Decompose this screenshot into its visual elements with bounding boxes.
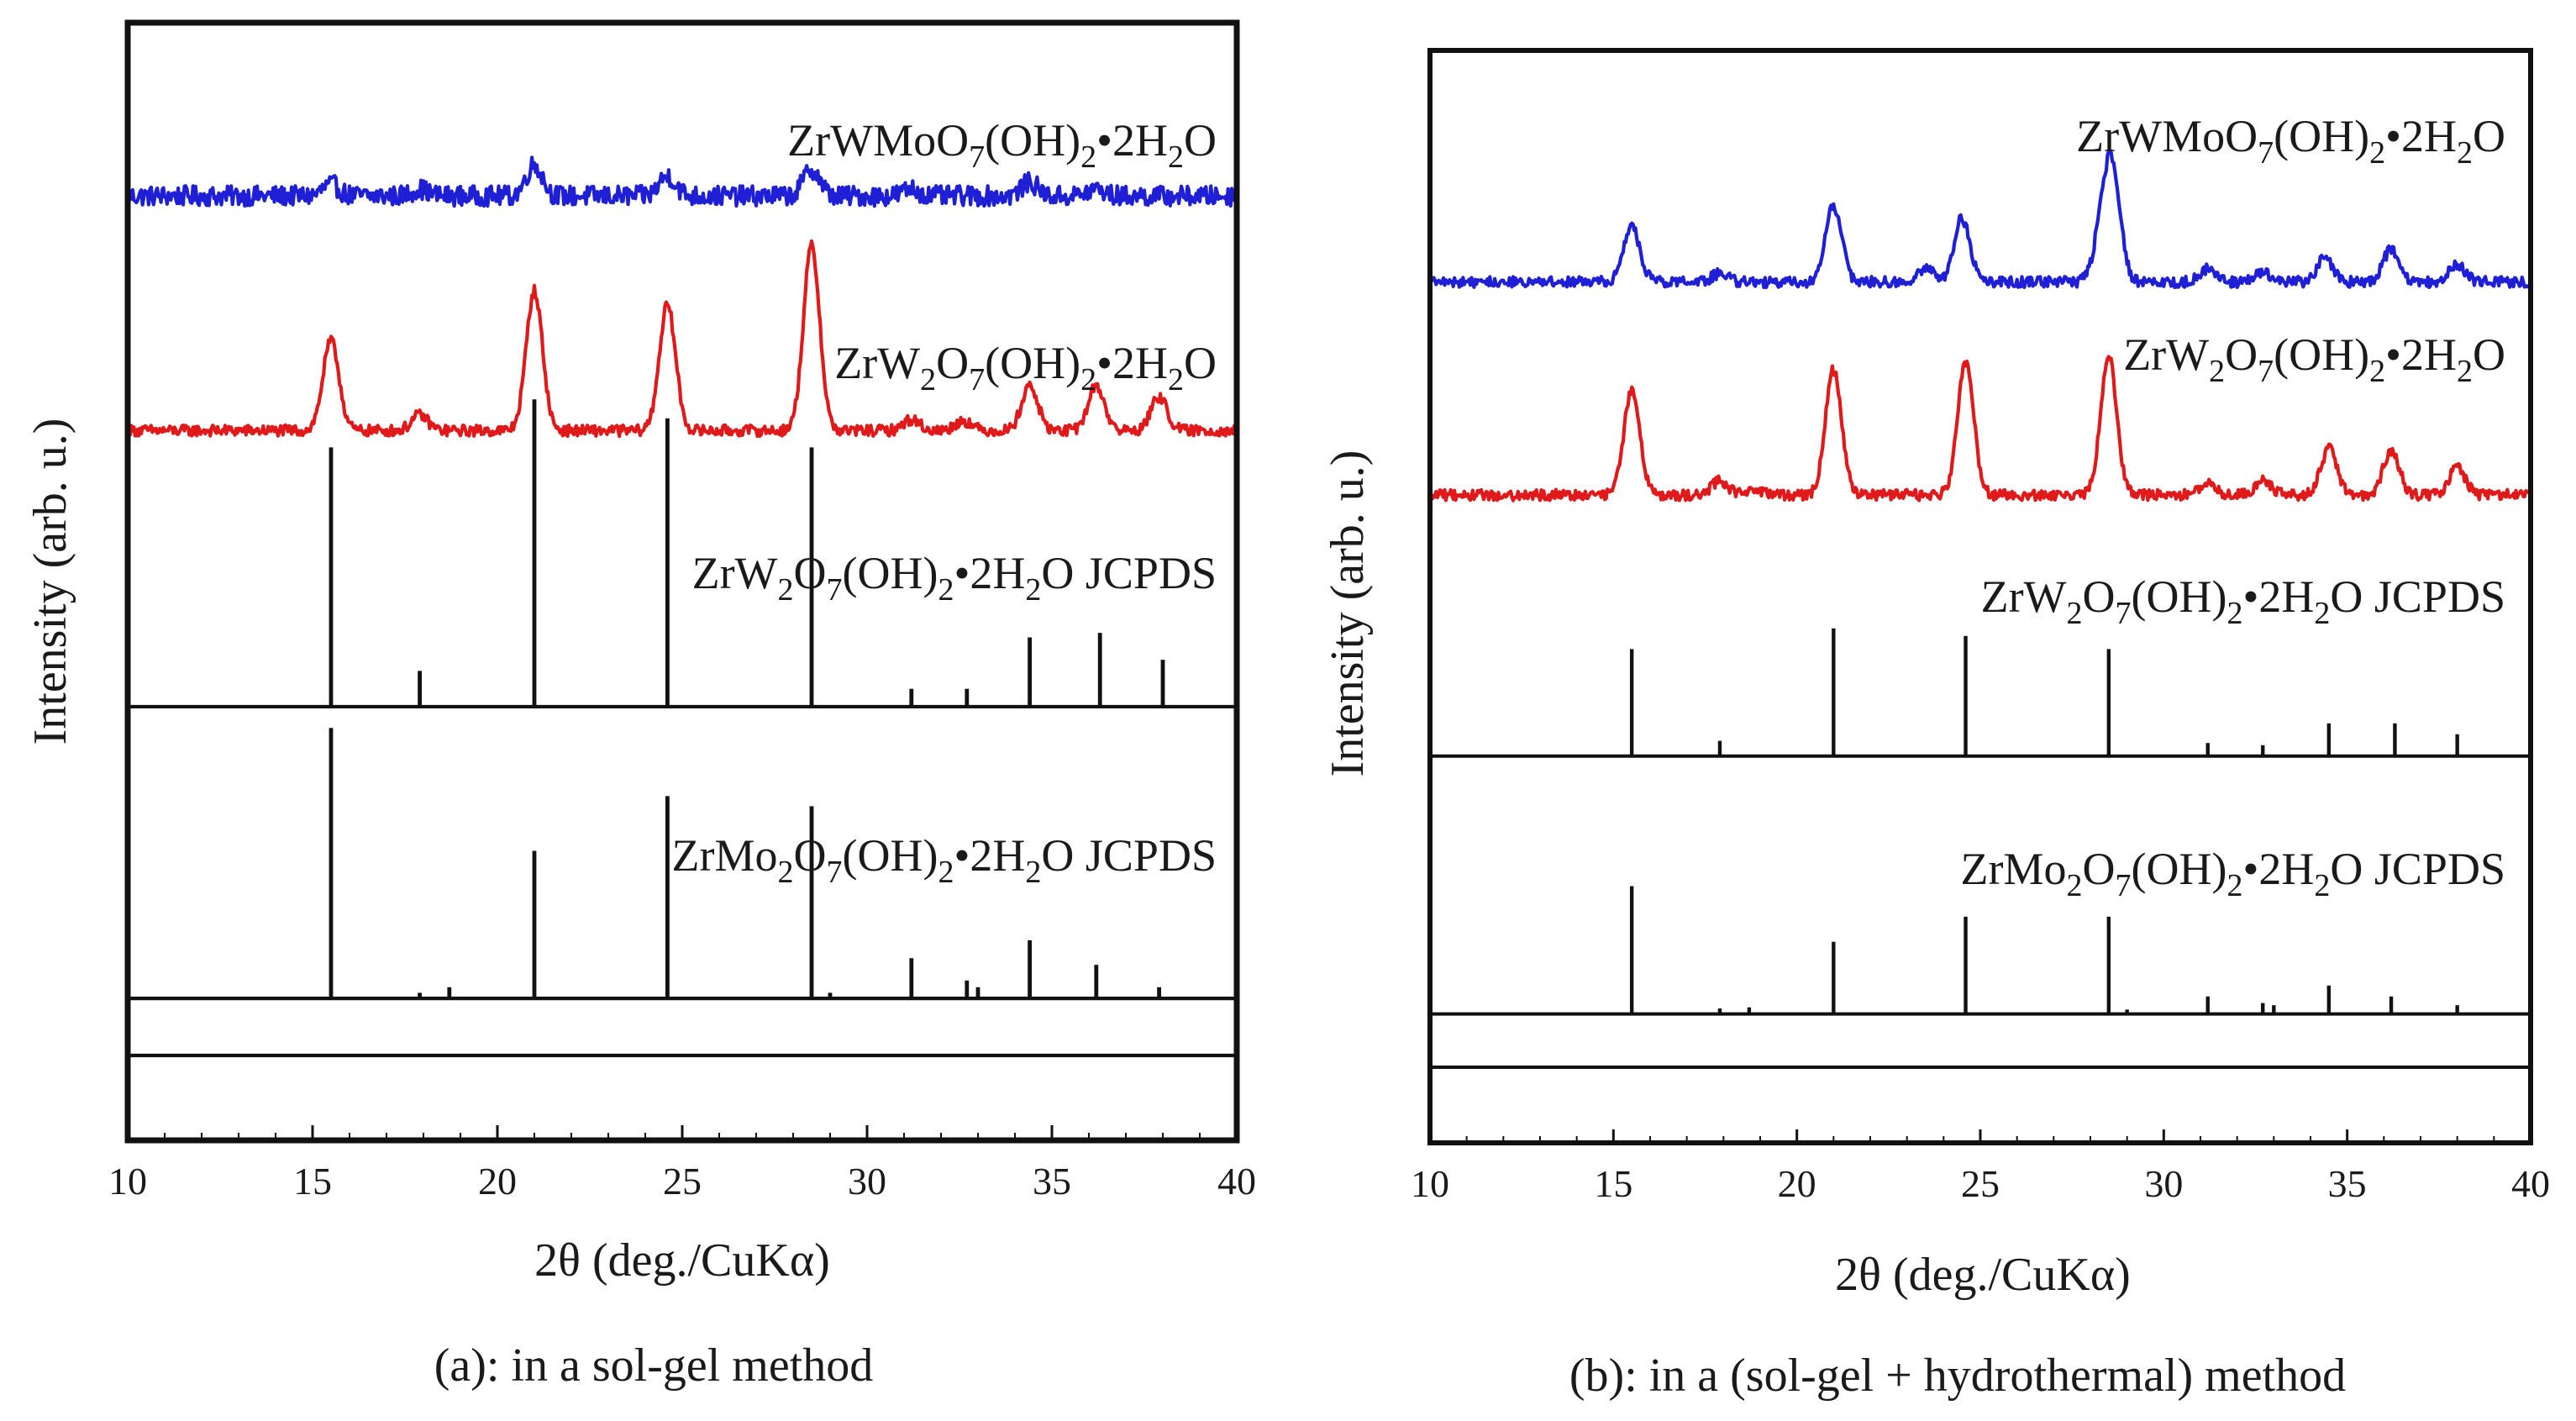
panel-a-x-axis: 10 15 20 25 30 35 40 bbox=[108, 1125, 1256, 1203]
panel-b-traces: ZrWMoO7(OH)2•2H2O ZrW2O7(OH)2•2H2O ZrW2O7(… bbox=[1430, 111, 2531, 1069]
panel-a-series-2-label: ZrW2O7(OH)2•2H2O bbox=[834, 338, 1217, 397]
panel-a-series-1-line bbox=[128, 155, 1237, 208]
panel-a-x-tick-label-15: 15 bbox=[293, 1160, 332, 1203]
panel-a-x-tick-label-30: 30 bbox=[848, 1160, 886, 1203]
panel-b-series-2-line bbox=[1430, 355, 2531, 503]
panel-b-x-tick-label-20: 20 bbox=[1778, 1162, 1816, 1205]
panel-b-plot-area bbox=[1430, 150, 2531, 1069]
panel-a-x-tick-label-40: 40 bbox=[1217, 1160, 1256, 1203]
panel-a: ZrWMoO7(OH)2•2H2O ZrW2O7(OH)2•2H2O ZrW2O7(… bbox=[24, 19, 1256, 1392]
panel-a-y-axis-label: Intensity (arb. u.) bbox=[24, 418, 76, 745]
panel-b-x-axis: 10 15 20 25 30 35 40 bbox=[1411, 1129, 2550, 1205]
panel-b-x-tick-label-35: 35 bbox=[2328, 1162, 2367, 1205]
panel-a-series-2-line bbox=[128, 239, 1237, 439]
panel-a-x-tick-label-10: 10 bbox=[108, 1160, 147, 1203]
panel-b-series-3-label: ZrW2O7(OH)2•2H2O JCPDS bbox=[1981, 571, 2505, 631]
panel-b-series-1-line bbox=[1430, 150, 2531, 290]
panel-a-x-tick-label-25: 25 bbox=[663, 1160, 702, 1203]
panel-b-series-4-label: ZrMo2O7(OH)2•2H2O JCPDS bbox=[1961, 844, 2505, 903]
panel-b-x-axis-label: 2θ (deg./CuKα) bbox=[1835, 1249, 2131, 1301]
panel-a-series-3-label: ZrW2O7(OH)2•2H2O JCPDS bbox=[692, 548, 1217, 608]
panel-b-x-tick-label-10: 10 bbox=[1411, 1162, 1449, 1205]
panel-a-series-4-label: ZrMo2O7(OH)2•2H2O JCPDS bbox=[672, 830, 1217, 890]
panel-b: ZrWMoO7(OH)2•2H2O ZrW2O7(OH)2•2H2O ZrW2O7(… bbox=[1322, 48, 2550, 1402]
panel-a-series-1-label: ZrWMoO7(OH)2•2H2O bbox=[787, 115, 1217, 175]
panel-b-series-2-label: ZrW2O7(OH)2•2H2O bbox=[2123, 329, 2505, 389]
panel-b-caption: (b): in a (sol-gel + hydrothermal) metho… bbox=[1569, 1350, 2346, 1402]
panel-b-series-1-label: ZrWMoO7(OH)2•2H2O bbox=[2076, 111, 2505, 171]
panel-a-x-tick-label-35: 35 bbox=[1033, 1160, 1071, 1203]
panel-a-plot-area bbox=[128, 155, 1237, 1058]
panel-a-x-axis-label: 2θ (deg./CuKα) bbox=[534, 1234, 830, 1287]
panel-b-x-tick-label-40: 40 bbox=[2511, 1162, 2550, 1205]
panel-b-x-tick-label-30: 30 bbox=[2144, 1162, 2183, 1205]
panel-b-x-tick-label-15: 15 bbox=[1594, 1162, 1632, 1205]
panel-b-y-axis-label: Intensity (arb. u.) bbox=[1322, 450, 1374, 777]
panel-a-traces: ZrWMoO7(OH)2•2H2O ZrW2O7(OH)2•2H2O ZrW2O7(… bbox=[128, 115, 1237, 1058]
panel-a-caption: (a): in a sol-gel method bbox=[434, 1339, 874, 1392]
panel-a-x-tick-label-20: 20 bbox=[478, 1160, 517, 1203]
panel-b-x-tick-label-25: 25 bbox=[1961, 1162, 2000, 1205]
